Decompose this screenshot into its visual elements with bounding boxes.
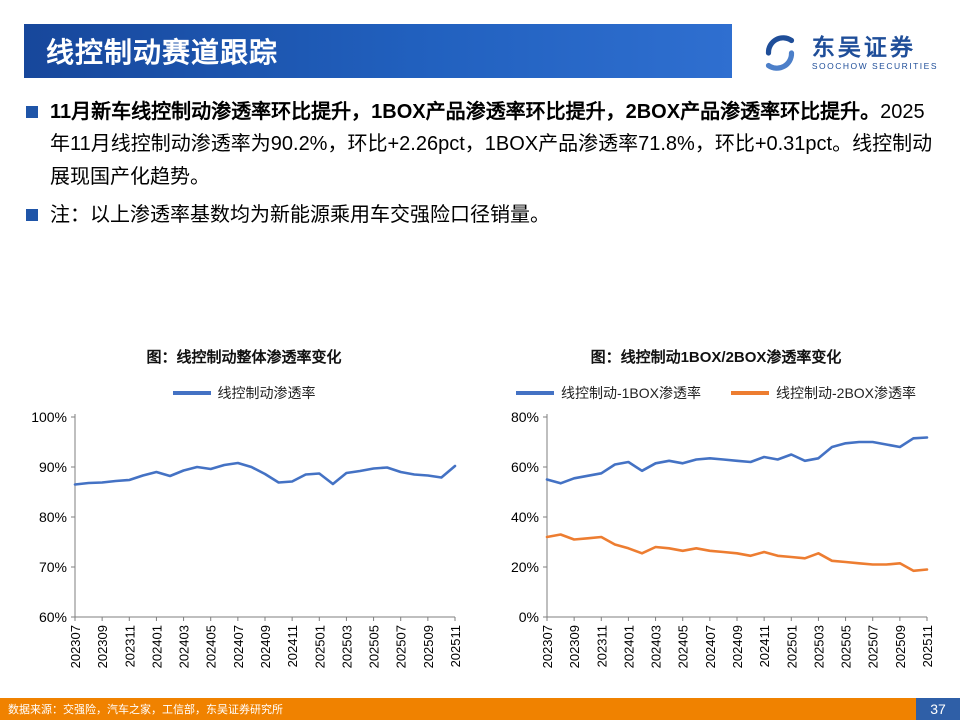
x-tick-label: 202511 <box>920 625 935 667</box>
chart-1box-2box-penetration: 图：线控制动1BOX/2BOX渗透率变化 线控制动-1BOX渗透率 线控制动-2B… <box>488 346 944 693</box>
x-tick-label: 202509 <box>421 625 436 668</box>
bullet-item: 11月新车线控制动渗透率环比提升，1BOX产品渗透率环比提升，2BOX产品渗透率… <box>26 96 936 193</box>
x-tick-label: 202403 <box>177 625 192 668</box>
x-tick-label: 202401 <box>621 625 636 668</box>
x-tick-label: 202507 <box>866 625 881 668</box>
x-tick-label: 202307 <box>540 625 555 668</box>
bullet-body-text: 2025年11月线控制动渗透率为90.2%，环比+2.26pct，1BOX产品渗… <box>50 101 933 188</box>
series-line <box>545 436 929 485</box>
x-tick-label: 202409 <box>730 625 745 668</box>
soochow-logo-icon <box>765 35 794 71</box>
chart-legend: 线控制动-1BOX渗透率 线控制动-2BOX渗透率 <box>488 383 944 403</box>
x-tick-label: 202405 <box>676 625 691 668</box>
brand-text: 东吴证券 SOOCHOW SECURITIES <box>812 35 938 71</box>
brand-name-en: SOOCHOW SECURITIES <box>811 61 938 72</box>
y-tick-label: 0% <box>519 609 539 625</box>
bullet-text: 11月新车线控制动渗透率环比提升，1BOX产品渗透率环比提升，2BOX产品渗透率… <box>50 96 936 193</box>
legend-label: 线控制动-2BOX渗透率 <box>776 385 917 401</box>
y-tick-label: 20% <box>511 559 539 575</box>
x-tick-label: 202507 <box>394 625 409 668</box>
x-tick-label: 202309 <box>95 625 110 668</box>
legend-label: 线控制动渗透率 <box>217 385 316 401</box>
series-line <box>73 461 457 486</box>
brand-name-cn: 东吴证券 <box>811 33 916 60</box>
x-tick-label: 202501 <box>784 625 799 668</box>
bullet-text: 注：以上渗透率基数均为新能源乘用车交强险口径销量。 <box>50 199 550 231</box>
y-tick-label: 40% <box>511 509 539 525</box>
legend-item: 线控制动渗透率 <box>172 383 316 403</box>
series-line <box>545 533 929 573</box>
page-number: 37 <box>916 698 960 720</box>
x-tick-label: 202307 <box>68 625 83 668</box>
x-tick-label: 202501 <box>312 625 327 668</box>
chart-overall-penetration: 图：线控制动整体渗透率变化 线控制动渗透率 60% 70% 80% 90% 100% 20… <box>16 346 472 693</box>
charts-row: 图：线控制动整体渗透率变化 线控制动渗透率 60% 70% 80% 90% 100% 20… <box>0 346 960 693</box>
legend-item: 线控制动-1BOX渗透率 <box>515 383 701 403</box>
x-tick-label: 202403 <box>649 625 664 668</box>
legend-line-swatch <box>515 391 554 395</box>
slide-title-bar: 线控制动赛道跟踪 <box>24 24 732 78</box>
x-tick-label: 202411 <box>757 625 772 667</box>
x-tick-label: 202405 <box>204 625 219 668</box>
x-tick-label: 202505 <box>839 625 854 668</box>
x-tick-label: 202411 <box>285 625 300 667</box>
x-tick-label: 202401 <box>149 625 164 668</box>
x-tick-label: 202309 <box>567 625 582 668</box>
legend-item: 线控制动-2BOX渗透率 <box>731 383 916 403</box>
bullet-item: 注：以上渗透率基数均为新能源乘用车交强险口径销量。 <box>26 199 936 231</box>
page-title: 线控制动赛道跟踪 <box>46 37 279 68</box>
x-tick-label: 202503 <box>811 625 826 668</box>
y-tick-label: 60% <box>511 459 539 475</box>
x-tick-label: 202407 <box>703 625 718 668</box>
chart-title: 图：线控制动整体渗透率变化 <box>146 349 342 366</box>
y-tick-label: 80% <box>39 509 67 525</box>
data-source-text: 数据来源：交强险，汽车之家，工信部，东吴证券研究所 <box>8 704 283 716</box>
line-chart: 60% 70% 80% 90% 100% 202307 202309 202311 202401… <box>31 409 463 668</box>
footer-bar: 数据来源：交强险，汽车之家，工信部，东吴证券研究所 37 <box>0 698 960 720</box>
legend-line-swatch <box>172 391 211 395</box>
y-tick-label: 90% <box>39 459 67 475</box>
legend-line-swatch <box>731 391 769 395</box>
bullet-list: 11月新车线控制动渗透率环比提升，1BOX产品渗透率环比提升，2BOX产品渗透率… <box>26 96 936 238</box>
x-tick-label: 202311 <box>122 625 137 667</box>
y-tick-label: 60% <box>39 609 67 625</box>
y-tick-label: 100% <box>31 409 67 425</box>
bullet-body-text: 注：以上渗透率基数均为新能源乘用车交强险口径销量。 <box>50 204 550 227</box>
bullet-square-icon <box>26 106 38 118</box>
x-tick-label: 202511 <box>448 625 463 667</box>
bullet-square-icon <box>26 209 38 222</box>
x-tick-label: 202311 <box>594 625 609 667</box>
x-tick-label: 202409 <box>258 625 273 668</box>
chart-legend: 线控制动渗透率 <box>16 383 472 403</box>
y-tick-label: 80% <box>511 409 539 425</box>
line-chart: 0% 20% 40% 60% 80% 202307 202309 202311 202401 20… <box>511 409 935 668</box>
chart-title: 图：线控制动1BOX/2BOX渗透率变化 <box>590 349 842 366</box>
bullet-lead-text: 11月新车线控制动渗透率环比提升，1BOX产品渗透率环比提升，2BOX产品渗透率… <box>50 101 881 123</box>
x-tick-label: 202509 <box>893 625 908 668</box>
x-tick-label: 202505 <box>367 625 382 668</box>
x-tick-label: 202407 <box>231 625 246 668</box>
x-tick-label: 202503 <box>339 625 354 668</box>
y-tick-label: 70% <box>39 559 67 575</box>
brand-logo: 东吴证券 SOOCHOW SECURITIES <box>757 30 938 76</box>
legend-label: 线控制动-1BOX渗透率 <box>560 385 701 401</box>
